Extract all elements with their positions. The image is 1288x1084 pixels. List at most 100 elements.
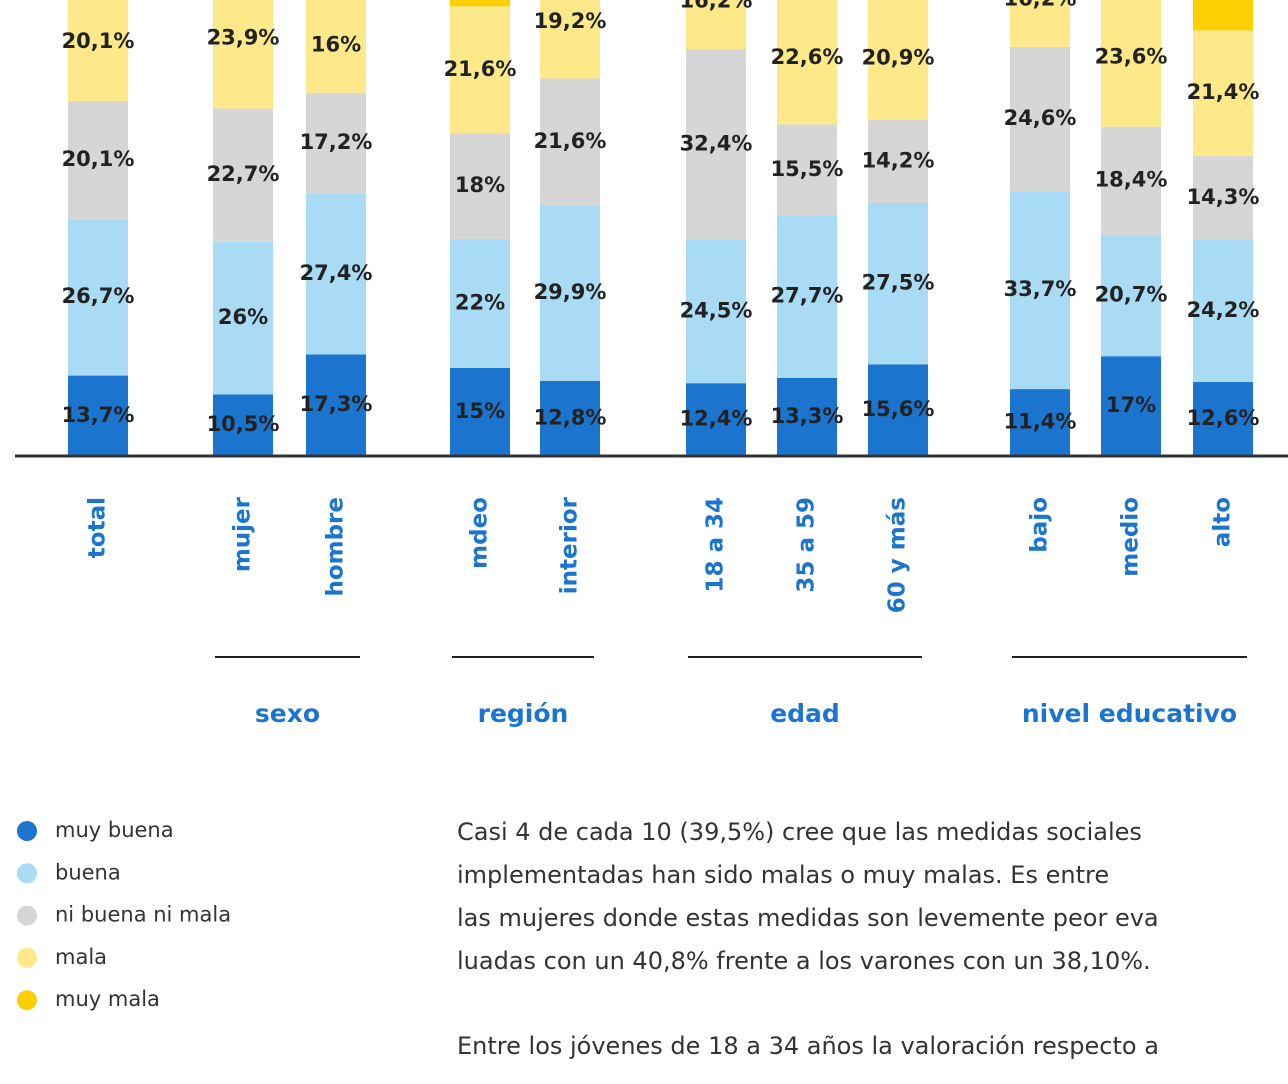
bar-segment [777, 377, 837, 456]
category-label: interior [557, 496, 583, 594]
category-label: mujer [230, 496, 256, 572]
legend-label: buena [55, 860, 121, 884]
category-label: mdeo [467, 497, 493, 569]
legend-label: ni buena ni mala [55, 903, 231, 927]
group-label: sexo [255, 699, 320, 728]
category-label: 35 a 59 [794, 497, 820, 593]
paragraph-line: luadas con un 40,8% frente a los varones… [457, 947, 1151, 975]
bar-segment [306, 0, 366, 93]
category-label: bajo [1027, 497, 1053, 553]
category-label: hombre [323, 497, 349, 597]
bar-segment [868, 0, 928, 120]
bar-segment [777, 0, 837, 125]
category-label: total [85, 497, 111, 558]
value-label: 24,5% [680, 298, 753, 322]
value-label: 32,4% [680, 131, 753, 155]
bar-segment [1101, 0, 1161, 127]
bar-segment [1193, 156, 1253, 240]
group-label: región [478, 699, 569, 728]
value-label: 23,6% [1095, 44, 1168, 68]
value-label: 12,8% [534, 405, 607, 429]
value-label: 20,7% [1095, 282, 1168, 306]
value-label: 24,6% [1004, 106, 1077, 130]
legend-swatch [17, 863, 37, 884]
value-label: 10,5% [207, 412, 280, 436]
bar-segment [306, 193, 366, 355]
value-label: 24,2% [1187, 298, 1260, 322]
value-label: 22% [455, 290, 505, 314]
legend-swatch [17, 990, 37, 1011]
bar-segment [306, 354, 366, 456]
paragraph-line: Entre los jóvenes de 18 a 34 años la val… [457, 1032, 1159, 1060]
category-label: alto [1210, 497, 1236, 547]
value-label: 22,7% [207, 162, 280, 186]
bar-segment [686, 239, 746, 384]
bar-segment [1193, 0, 1253, 31]
bar-segment [68, 218, 128, 376]
bar-segment [306, 92, 366, 194]
category-label: 60 y más [885, 497, 911, 613]
bar-segment [686, 383, 746, 456]
bar-segment [868, 203, 928, 365]
bar-segment [450, 367, 510, 456]
bar-segment [1010, 46, 1070, 192]
legend-swatch [17, 821, 37, 841]
bar-segment [686, 0, 746, 50]
bar-segment [1193, 30, 1253, 157]
value-label: 21,4% [1187, 80, 1260, 104]
paragraph-line: implementadas han sido malas o muy malas… [457, 861, 1109, 889]
bar-segment [213, 241, 273, 395]
value-label: 21,6% [534, 129, 607, 153]
bar-segment [1010, 0, 1070, 47]
value-label: 21,6% [444, 57, 517, 81]
bar-segment [540, 78, 600, 206]
bar-segment [777, 124, 837, 216]
value-label: 16% [311, 33, 361, 57]
value-label: 33,7% [1004, 277, 1077, 301]
value-label: 13,7% [62, 403, 135, 427]
value-label: 20,1% [62, 147, 135, 171]
value-label: 26,7% [62, 284, 135, 308]
value-label: 29,9% [534, 280, 607, 304]
value-label: 18% [455, 173, 505, 197]
bar-segment [68, 100, 128, 219]
bar-segment [213, 108, 273, 242]
value-label: 12,4% [680, 407, 753, 431]
group-label: edad [770, 699, 840, 728]
value-label: 11,4% [1004, 410, 1077, 434]
bar-segment [1101, 234, 1161, 357]
bar-segment [540, 205, 600, 381]
bar-segment [213, 0, 273, 109]
bar-segment [540, 380, 600, 456]
value-label: 20,9% [862, 45, 935, 69]
bar-segment [1101, 126, 1161, 235]
legend-label: muy mala [55, 987, 160, 1011]
value-label: 17,3% [300, 392, 373, 416]
bar-segment [686, 49, 746, 240]
value-label: 27,7% [771, 284, 844, 308]
bar-segment [777, 215, 837, 378]
value-label: 23,9% [207, 25, 280, 49]
value-label: 13,3% [771, 404, 844, 428]
bar-segment [540, 0, 600, 79]
legend-swatch [17, 905, 37, 926]
value-label: 16,2% [1004, 0, 1077, 10]
bar-segment [1101, 356, 1161, 456]
bar-segment [68, 0, 128, 101]
bar-segment [1010, 389, 1070, 456]
bar-segment [450, 0, 510, 7]
value-label: 16,2% [680, 0, 753, 13]
value-label: 15,5% [771, 157, 844, 181]
value-label: 14,2% [862, 148, 935, 172]
bar-segment [1193, 382, 1253, 456]
bar-segment [213, 394, 273, 456]
group-label: nivel educativo [1022, 699, 1237, 728]
bar-segment [450, 238, 510, 368]
value-label: 15% [455, 399, 505, 423]
category-label: medio [1118, 497, 1144, 577]
value-label: 27,4% [300, 261, 373, 285]
category-label: 18 a 34 [703, 497, 729, 593]
bar-segment [450, 6, 510, 134]
value-label: 15,6% [862, 397, 935, 421]
